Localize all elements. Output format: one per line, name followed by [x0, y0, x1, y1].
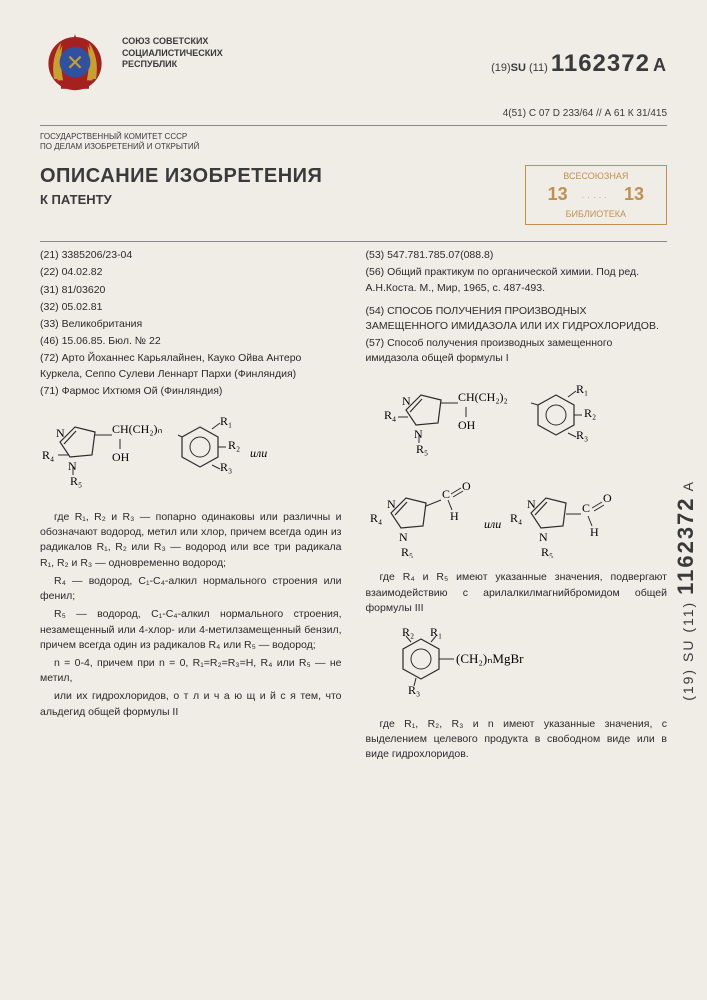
svg-text:N: N — [399, 530, 408, 544]
document-subtitle: К ПАТЕНТУ — [40, 192, 510, 207]
field-56: (56) Общий практикум по органической хим… — [366, 265, 668, 295]
svg-text:R₂: R₂ — [584, 406, 596, 420]
svg-text:R₄: R₄ — [42, 448, 54, 462]
field-32: (32) 05.02.81 — [40, 300, 342, 315]
right-p1: где R₄ и R₅ имеют указанные значения, по… — [366, 570, 668, 616]
svg-text:R₄: R₄ — [384, 408, 396, 422]
ussr-emblem — [40, 30, 110, 100]
side-publication-label: (19) SU (11) 1162372 A — [673, 480, 699, 701]
svg-text:C: C — [442, 487, 450, 501]
svg-text:R₅: R₅ — [401, 545, 413, 558]
document-title: ОПИСАНИЕ ИЗОБРЕТЕНИЯ — [40, 165, 510, 188]
svg-text:O: O — [462, 479, 471, 493]
left-p4: n = 0-4, причем при n = 0, R₁=R₂=R₃=H, R… — [40, 656, 342, 686]
right-description-2: где R₁, R₂, R₃ и n имеют указанные значе… — [366, 717, 668, 763]
left-column: (21) 3385206/23-04 (22) 04.02.82 (31) 81… — [40, 248, 342, 766]
formula-3: R₂ R₁ R₃ (CH₂)ₙMgBr — [366, 624, 668, 709]
union-line2: СОЦИАЛИСТИЧЕСКИХ — [122, 48, 479, 60]
svg-text:R₅: R₅ — [541, 545, 553, 558]
svg-text:N: N — [56, 426, 65, 440]
svg-text:H: H — [590, 525, 599, 539]
field-71: (71) Фармос Ихтюмя Ой (Финляндия) — [40, 384, 342, 399]
svg-text:R₃: R₃ — [576, 428, 588, 442]
field-31: (31) 81/03620 — [40, 283, 342, 298]
union-line3: РЕСПУБЛИК — [122, 59, 479, 71]
svg-text:R₂: R₂ — [228, 438, 240, 452]
field-33: (33) Великобритания — [40, 317, 342, 332]
union-name: СОЮЗ СОВЕТСКИХ СОЦИАЛИСТИЧЕСКИХ РЕСПУБЛИ… — [122, 30, 479, 71]
library-stamp: ВСЕСОЮЗНАЯ 13·····13 БИБЛИОТЕКА — [525, 165, 667, 225]
field-54: (54) СПОСОБ ПОЛУЧЕНИЯ ПРОИЗВОДНЫХ ЗАМЕЩЕ… — [366, 304, 668, 334]
svg-text:N: N — [527, 497, 536, 511]
svg-text:или: или — [250, 446, 267, 460]
field-72: (72) Арто Йоханнес Карьялайнен, Кауко Ой… — [40, 351, 342, 381]
right-description-1: где R₄ и R₅ имеют указанные значения, по… — [366, 570, 668, 616]
svg-text:N: N — [539, 530, 548, 544]
svg-text:CH(CH₂)ₙ: CH(CH₂)ₙ — [112, 422, 163, 436]
svg-text:OH: OH — [458, 418, 476, 432]
divider — [40, 125, 667, 126]
left-description: где R₁, R₂ и R₃ — попарно одинаковы или … — [40, 510, 342, 720]
field-57: (57) Способ получения производных замеще… — [366, 336, 668, 366]
left-p1: где R₁, R₂ и R₃ — попарно одинаковы или … — [40, 510, 342, 571]
svg-text:O: O — [603, 491, 612, 505]
formula-2: N N R₄ R₅ C O H или N N — [366, 478, 668, 563]
right-column: (53) 547.781.785.07(088.8) (56) Общий пр… — [366, 248, 668, 766]
field-53: (53) 547.781.785.07(088.8) — [366, 248, 668, 263]
svg-text:R₄: R₄ — [510, 511, 522, 525]
svg-text:R₁: R₁ — [430, 625, 442, 639]
svg-text:R₅: R₅ — [70, 474, 82, 488]
svg-text:C: C — [582, 501, 590, 515]
svg-text:или: или — [484, 517, 501, 531]
left-p5: или их гидрохлоридов, о т л и ч а ю щ и … — [40, 689, 342, 719]
svg-text:R₃: R₃ — [220, 460, 232, 474]
ipc-classification: 4(51) С 07 D 233/64 // А 61 К 31/415 — [40, 108, 667, 119]
formula-1: N N R₄ R₅ CH(CH₂)ₙ OH — [40, 407, 342, 502]
svg-text:R₅: R₅ — [416, 442, 428, 456]
formula-1b: N N R₄ R₅ CH(CH₂)₂ OH R₁ R₂ R₃ — [366, 375, 668, 470]
divider — [40, 241, 667, 242]
committee-name: ГОСУДАРСТВЕННЫЙ КОМИТЕТ СССР ПО ДЕЛАМ ИЗ… — [40, 132, 199, 153]
left-p3: R₅ — водород, С₁-С₄-алкил нормального ст… — [40, 607, 342, 653]
field-21: (21) 3385206/23-04 — [40, 248, 342, 263]
union-line1: СОЮЗ СОВЕТСКИХ — [122, 36, 479, 48]
svg-text:R₁: R₁ — [576, 382, 588, 396]
svg-text:(CH₂)ₙMgBr: (CH₂)ₙMgBr — [456, 651, 524, 666]
svg-text:R₁: R₁ — [220, 414, 232, 428]
svg-text:R₄: R₄ — [370, 511, 382, 525]
svg-text:OH: OH — [112, 450, 130, 464]
svg-text:H: H — [450, 509, 459, 523]
svg-text:CH(CH₂)₂: CH(CH₂)₂ — [458, 390, 508, 404]
svg-text:N: N — [402, 394, 411, 408]
right-p2: где R₁, R₂, R₃ и n имеют указанные значе… — [366, 717, 668, 763]
svg-text:N: N — [387, 497, 396, 511]
field-46: (46) 15.06.85. Бюл. № 22 — [40, 334, 342, 349]
svg-text:R₂: R₂ — [402, 625, 414, 639]
field-22: (22) 04.02.82 — [40, 265, 342, 280]
left-p2: R₄ — водород, С₁-С₄-алкил нормального ст… — [40, 574, 342, 604]
publication-number: (19)SU (11) 1162372 A — [491, 30, 667, 78]
